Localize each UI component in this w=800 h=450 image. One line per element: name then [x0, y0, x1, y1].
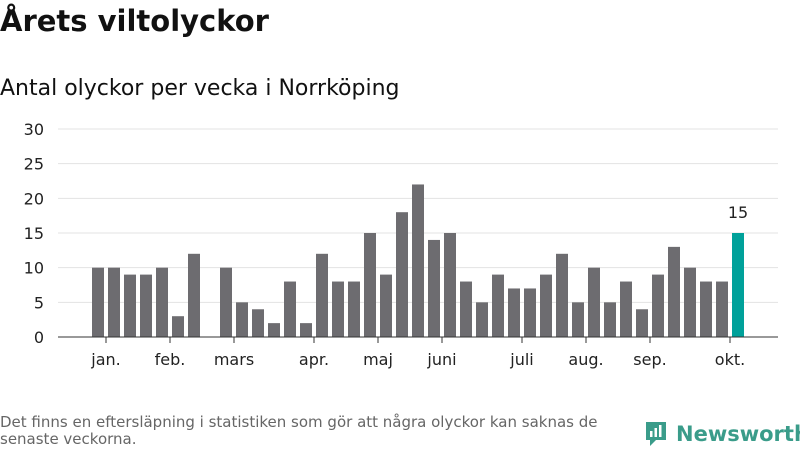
y-tick-label: 30: [24, 120, 44, 139]
x-tick-label: juli: [509, 350, 533, 369]
bar: [620, 281, 632, 337]
bar: [684, 267, 696, 337]
bar: [380, 274, 392, 337]
brand-name: Newsworthy: [676, 422, 800, 446]
bar: [188, 253, 200, 337]
bar: [492, 274, 504, 337]
bar: [412, 184, 424, 337]
bar: [652, 274, 664, 337]
bar: [444, 233, 456, 337]
y-tick-label: 20: [24, 189, 44, 208]
bar: [108, 267, 120, 337]
y-tick-label: 15: [24, 224, 44, 243]
bar: [476, 302, 488, 337]
x-tick-label: aug.: [568, 350, 603, 369]
bar: [460, 281, 472, 337]
bar: [524, 288, 536, 337]
bar: [540, 274, 552, 337]
x-tick-label: jan.: [90, 350, 120, 369]
x-tick-label: juni: [426, 350, 456, 369]
y-tick-label: 25: [24, 155, 44, 174]
bar: [236, 302, 248, 337]
chart-subtitle: Antal olyckor per vecka i Norrköping: [0, 76, 400, 101]
data-label: 15: [728, 203, 748, 222]
highlight-bar: [732, 233, 744, 337]
y-tick-label: 0: [34, 328, 44, 347]
bar: [316, 253, 328, 337]
x-tick-label: mars: [214, 350, 254, 369]
x-tick-label: apr.: [299, 350, 329, 369]
bar: [668, 246, 680, 337]
bar: [396, 212, 408, 337]
bar: [124, 274, 136, 337]
bar-chart: 0 5 10 15 20 25 30 15 jan. feb. mars apr. maj juni jul…: [24, 120, 778, 369]
bar: [284, 281, 296, 337]
bar: [156, 267, 168, 337]
bar: [300, 323, 312, 337]
bar: [700, 281, 712, 337]
bar: [92, 267, 104, 337]
bar: [220, 267, 232, 337]
bar: [428, 239, 440, 337]
y-tick-label: 5: [34, 293, 44, 312]
bar: [364, 233, 376, 337]
x-tick-label: sep.: [633, 350, 666, 369]
bar: [716, 281, 728, 337]
footnote: Det finns en eftersläpning i statistiken…: [0, 413, 598, 448]
bar: [332, 281, 344, 337]
page-title: Årets viltolyckor: [0, 4, 269, 38]
bar: [604, 302, 616, 337]
bar: [252, 309, 264, 337]
x-tick-label: feb.: [155, 350, 186, 369]
bar: [140, 274, 152, 337]
bar: [508, 288, 520, 337]
bar: [172, 316, 184, 337]
x-tick-label: okt.: [715, 350, 745, 369]
bar: [556, 253, 568, 337]
bar: [348, 281, 360, 337]
bar: [588, 267, 600, 337]
bar: [268, 323, 280, 337]
x-tick-label: maj: [363, 350, 393, 369]
y-tick-label: 10: [24, 259, 44, 278]
brand-logo[interactable]: Newsworthy: [644, 420, 800, 448]
newsworthy-logo-icon: [646, 422, 666, 446]
bar: [572, 302, 584, 337]
bar: [636, 309, 648, 337]
